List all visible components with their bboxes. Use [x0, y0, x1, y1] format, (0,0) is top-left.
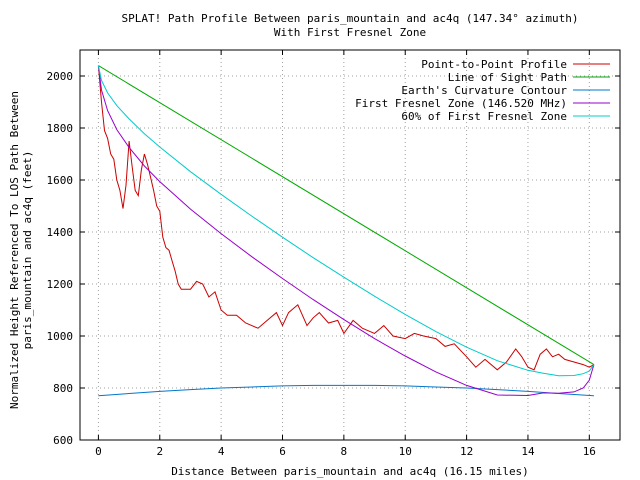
y-tick-label: 1000 [47, 330, 74, 343]
x-tick-label: 12 [460, 445, 473, 458]
y-tick-label: 1800 [47, 122, 74, 135]
gridlines [80, 50, 620, 441]
series-line-earth-s-curvature-contour [98, 384, 594, 397]
plot-frame [79, 49, 621, 441]
y-tick-label: 600 [53, 434, 73, 447]
series-line-first-fresnel-zone-146-520-mhz [97, 65, 595, 397]
legend-label: Earth's Curvature Contour [401, 84, 567, 97]
x-axis-label: Distance Between paris_mountain and ac4q… [171, 465, 529, 478]
series-line-60-of-first-fresnel-zone [97, 65, 595, 377]
x-tick-label: 0 [95, 445, 102, 458]
y-axis-label-line-2: paris_mountain and ac4q (feet) [21, 151, 34, 350]
series-layer [97, 65, 595, 397]
y-tick-label: 1200 [47, 278, 74, 291]
x-tick-label: 16 [583, 445, 596, 458]
y-tick-label: 1600 [47, 174, 74, 187]
y-tick-label: 800 [53, 382, 73, 395]
legend-label: Point-to-Point Profile [421, 58, 567, 71]
x-tick-label: 2 [156, 445, 163, 458]
y-tick-label: 1400 [47, 226, 74, 239]
legend-label: Line of Sight Path [448, 71, 567, 84]
y-axis-label-line-1: Normalized Height Referenced To LOS Path… [8, 91, 21, 409]
x-tick-label: 6 [279, 445, 286, 458]
x-tick-label: 4 [218, 445, 225, 458]
x-tick-label: 8 [341, 445, 348, 458]
x-tick-label: 14 [521, 445, 535, 458]
chart-title: SPLAT! Path Profile Between paris_mounta… [122, 12, 579, 25]
series-line-line-of-sight-path [98, 65, 595, 366]
legend-label: 60% of First Fresnel Zone [401, 110, 567, 123]
x-tick-label: 10 [399, 445, 412, 458]
axis-ticks: 0 2 4 6 8 10 12 14 16 600 800 1000 1200 1400 1600 1800 2… [47, 50, 620, 458]
y-tick-label: 2000 [47, 70, 74, 83]
chart-subtitle: With First Fresnel Zone [274, 26, 426, 39]
legend-label: First Fresnel Zone (146.520 MHz) [355, 97, 567, 110]
